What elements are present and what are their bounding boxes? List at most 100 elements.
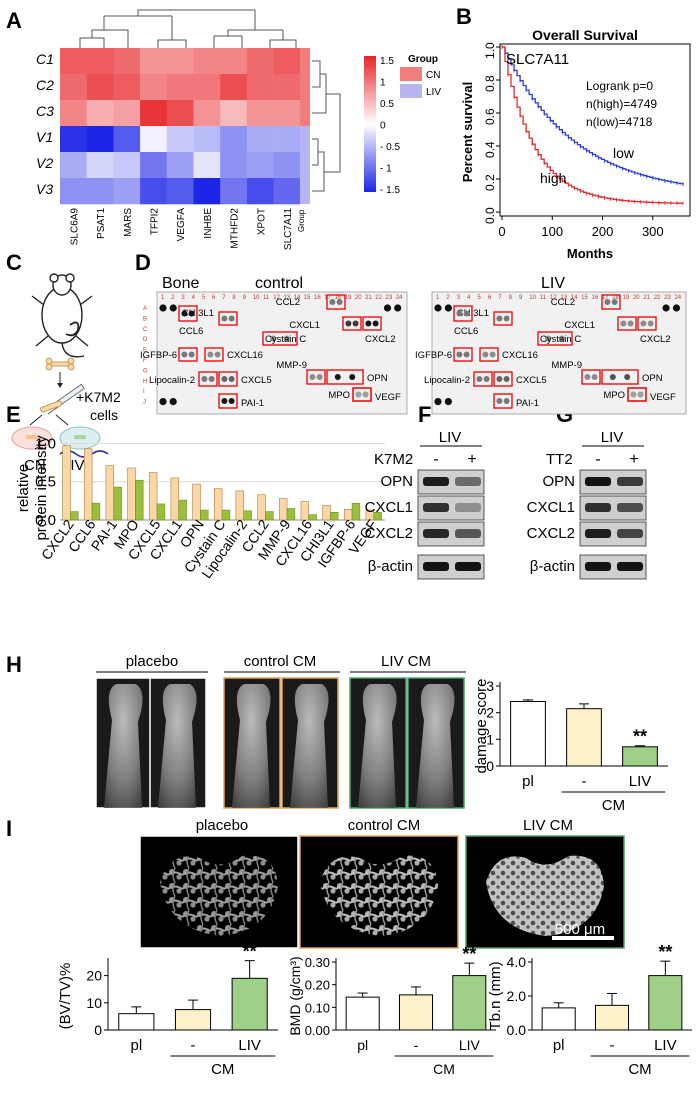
- ytick-label: 0: [94, 1022, 102, 1038]
- array-box-opn: [326, 369, 364, 385]
- array-spot: [545, 335, 552, 342]
- array-row-letter: H: [143, 379, 147, 385]
- xtick-label: LIV: [629, 773, 652, 790]
- heatmap-cell: [220, 152, 248, 179]
- heatmap-cell: [60, 152, 87, 179]
- chartE-bar: [373, 512, 382, 521]
- array-col-number: 12: [550, 295, 557, 301]
- chartE-bar: [221, 509, 231, 521]
- heatmap-cell: [273, 100, 301, 127]
- group-label: CM: [628, 1061, 651, 1078]
- survival-xtick-label: 100: [541, 224, 563, 239]
- array-spot: [637, 391, 644, 398]
- heatmap-cell: [86, 178, 114, 205]
- array-spot: [352, 320, 359, 327]
- chartE-bar: [135, 479, 144, 521]
- chartE-ytick-label: 0.0: [35, 512, 56, 529]
- array-col-number: 14: [571, 295, 578, 301]
- microct-group-title: control CM: [348, 817, 421, 834]
- array-reference-spot: [434, 304, 442, 312]
- bar: [231, 977, 268, 1031]
- array-col-number: 16: [314, 295, 321, 301]
- heatmap-cell: [86, 74, 114, 101]
- legend-label-cn: CN: [426, 70, 440, 81]
- heatmap-column-label: INHBE: [203, 208, 214, 239]
- chartE-bar: [170, 477, 180, 521]
- array-box-igfbp-6: [453, 347, 473, 362]
- bar: [622, 746, 658, 767]
- heatmap-cell: [193, 152, 221, 179]
- group-bar-liv: [300, 126, 310, 204]
- xtick-label: pl: [130, 1037, 142, 1054]
- array-box-cxcl2: [637, 316, 657, 331]
- heatmap-cell: [246, 100, 274, 127]
- bar: [345, 996, 380, 1031]
- array-spot: [503, 398, 510, 404]
- chartE-bar: [70, 511, 79, 521]
- array-right-title: LIV: [541, 275, 565, 292]
- array-col-number: 1: [161, 295, 165, 301]
- chartE-bar: [156, 503, 166, 521]
- western-sign-plus: +: [629, 451, 638, 468]
- array-box-cxcl2: [362, 316, 382, 331]
- ytick-label: 0: [486, 758, 494, 774]
- array-spot: [228, 376, 235, 382]
- chartE-bar: [83, 448, 93, 521]
- ytick-label: 2.0: [507, 988, 527, 1004]
- array-col-number: 14: [294, 295, 301, 301]
- heatmap-cell: [166, 100, 194, 127]
- heatmap-cell: [193, 48, 221, 75]
- microct-bone: [320, 855, 438, 936]
- array-spot: [624, 374, 631, 380]
- heatmap-cell: [220, 48, 248, 75]
- array-col-number: 16: [592, 295, 599, 301]
- array-spot: [309, 374, 316, 380]
- western-band: [455, 562, 481, 571]
- array-box-igfbp-6: [178, 347, 198, 362]
- western-sign-plus: +: [467, 451, 476, 468]
- array-spot: [365, 320, 372, 327]
- heatmap-cell: [166, 126, 194, 153]
- western-band: [423, 529, 449, 538]
- array-spot: [372, 320, 379, 327]
- heatmap-cell: [86, 126, 114, 153]
- xtick-label: pl: [522, 773, 534, 790]
- chartE-bar: [91, 502, 101, 521]
- array-col-number: 2: [446, 295, 450, 301]
- panel-label-D: D: [135, 250, 151, 275]
- array-spot: [489, 351, 496, 358]
- array-reference-spot: [662, 304, 670, 312]
- array-col-number: 20: [633, 295, 640, 301]
- array-box-mmp-9: [581, 369, 601, 385]
- legend-swatch-cn: [400, 67, 422, 81]
- array-box-ccl6: [178, 305, 198, 322]
- array-label: Lipocalin-2: [424, 375, 470, 386]
- array-col-number: 24: [674, 295, 681, 301]
- array-label: VEGF: [375, 392, 401, 403]
- survival-title: Overall Survival: [532, 27, 638, 43]
- ylabel: damage score: [473, 678, 490, 773]
- ytick-label: 0.0: [507, 1022, 527, 1038]
- ytick-label: 0.30: [305, 955, 330, 970]
- heatmap-cell: [193, 178, 221, 205]
- western-band: [585, 477, 611, 486]
- significance-mark: **: [462, 944, 476, 964]
- heatmap-cell: [60, 74, 87, 101]
- heatmap-cell: [246, 74, 274, 101]
- array-spot: [181, 310, 188, 317]
- colorbar-tick: - 1: [380, 164, 392, 175]
- western-blot-G: LIV TT2 - + OPN CXCL1 CXCL2 β-actin: [527, 429, 647, 580]
- array-spot: [584, 374, 591, 380]
- array-spot: [345, 320, 352, 327]
- bar: [594, 1004, 630, 1031]
- array-spot: [270, 335, 277, 342]
- chartE-bar: [127, 467, 136, 521]
- heatmap-cell: [113, 48, 141, 75]
- array-spot: [334, 374, 341, 380]
- heatmap-cell: [273, 74, 301, 101]
- survival-xlabel: Months: [567, 246, 613, 261]
- array-label: CXCL1: [289, 320, 320, 331]
- bone-icon: [45, 357, 75, 371]
- microct-bone: [160, 855, 278, 936]
